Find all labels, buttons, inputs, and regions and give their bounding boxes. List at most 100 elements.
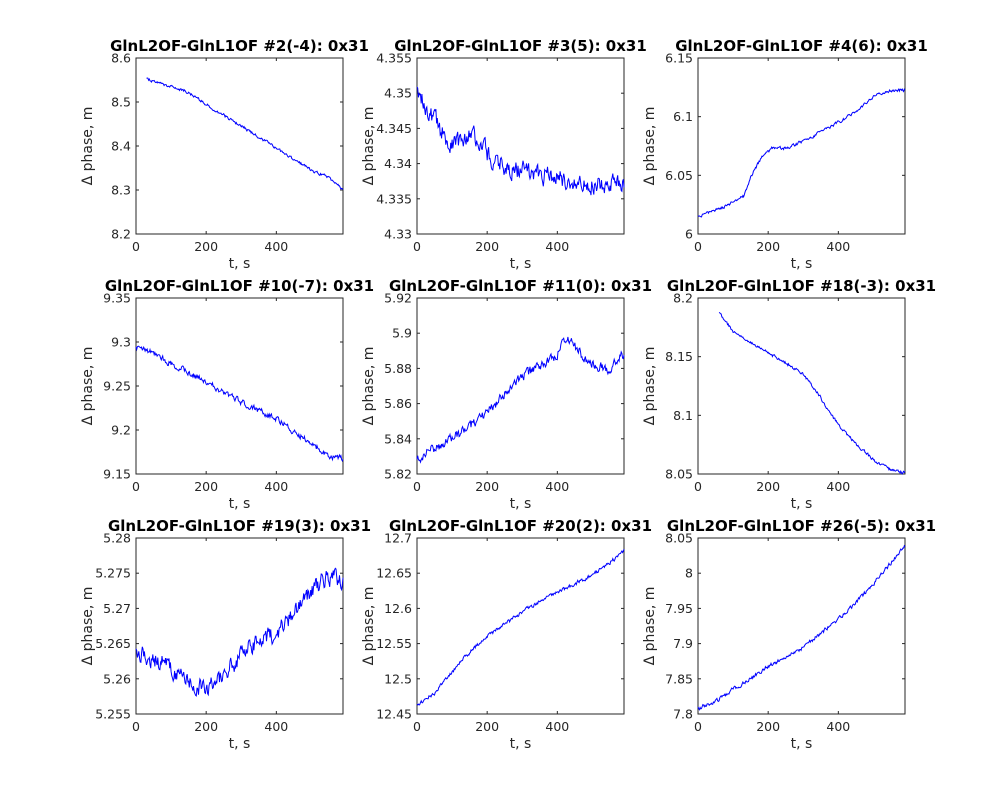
y-tick-label: 12.65	[376, 566, 412, 581]
axes-frame	[135, 537, 344, 715]
axes-frame	[697, 537, 906, 715]
x-axis-label: t, s	[510, 256, 532, 272]
data-series-line	[416, 336, 625, 464]
y-tick-label: 12.6	[384, 601, 412, 616]
axes-frame	[135, 57, 344, 235]
x-tick-label: 0	[694, 479, 702, 494]
x-tick-label: 400	[826, 479, 850, 494]
subplot-7: GlnL2OF-GlnL1OF #19(3): 0x31 0 200 400 5.255…	[80, 517, 371, 752]
y-tick-label: 12.5	[384, 671, 412, 686]
x-tick-label: 0	[132, 239, 140, 254]
y-tick-label: 5.255	[95, 707, 131, 722]
data-series-line	[697, 88, 906, 218]
data-series-line	[416, 549, 625, 706]
y-tick-label: 7.95	[665, 601, 693, 616]
y-axis-label: Δ phase, m	[361, 347, 377, 426]
y-tick-label: 5.82	[384, 467, 412, 482]
subplot-4: GlnL2OF-GlnL1OF #10(-7): 0x31 0 200 400 9.15…	[80, 277, 374, 512]
subplot-title: GlnL2OF-GlnL1OF #26(-5): 0x31	[667, 517, 936, 535]
x-tick-label: 400	[545, 479, 569, 494]
x-tick-label: 0	[413, 239, 421, 254]
y-tick-label: 4.345	[376, 121, 412, 136]
x-tick-label: 400	[264, 239, 288, 254]
axes-frame	[135, 297, 344, 475]
y-tick-label: 6.15	[665, 51, 693, 66]
y-tick-label: 4.33	[384, 227, 412, 242]
y-tick-label: 5.9	[392, 326, 412, 341]
y-tick-label: 5.265	[95, 636, 131, 651]
x-tick-label: 400	[545, 719, 569, 734]
subplot-title: GlnL2OF-GlnL1OF #18(-3): 0x31	[667, 277, 936, 295]
subplot-title: GlnL2OF-GlnL1OF #19(3): 0x31	[108, 517, 371, 535]
subplot-1: GlnL2OF-GlnL1OF #2(-4): 0x31 0 200 400 8.2 8.…	[80, 37, 369, 272]
y-tick-label: 5.86	[384, 396, 412, 411]
y-tick-label: 7.9	[673, 636, 693, 651]
y-tick-label: 8.3	[111, 183, 131, 198]
data-series-line	[135, 567, 344, 697]
x-axis-label: t, s	[229, 496, 251, 512]
x-axis-label: t, s	[510, 736, 532, 752]
subplot-title: GlnL2OF-GlnL1OF #20(2): 0x31	[389, 517, 652, 535]
x-axis-label: t, s	[791, 496, 813, 512]
x-tick-label: 0	[132, 479, 140, 494]
x-axis-label: t, s	[229, 256, 251, 272]
x-tick-label: 200	[475, 719, 499, 734]
y-tick-label: 4.355	[376, 51, 412, 66]
y-tick-label: 5.92	[384, 291, 412, 306]
x-tick-label: 0	[694, 719, 702, 734]
x-tick-label: 200	[475, 239, 499, 254]
y-tick-label: 4.34	[384, 156, 412, 171]
y-axis-label: Δ phase, m	[80, 347, 96, 426]
x-tick-label: 400	[545, 239, 569, 254]
y-tick-label: 8.1	[673, 408, 693, 423]
y-tick-label: 8.05	[665, 467, 693, 482]
x-tick-label: 0	[413, 479, 421, 494]
x-axis-label: t, s	[791, 256, 813, 272]
y-tick-label: 5.28	[103, 531, 131, 546]
axes-frame	[697, 297, 906, 475]
data-series-line	[135, 345, 344, 463]
x-tick-label: 200	[756, 719, 780, 734]
y-tick-label: 6	[685, 227, 693, 242]
x-tick-label: 200	[194, 719, 218, 734]
x-axis-label: t, s	[791, 736, 813, 752]
subplot-2: GlnL2OF-GlnL1OF #3(5): 0x31 0 200 400 4.33 4.…	[361, 37, 647, 272]
subplot-title: GlnL2OF-GlnL1OF #3(5): 0x31	[394, 37, 647, 55]
y-tick-label: 5.88	[384, 361, 412, 376]
y-tick-label: 7.85	[665, 671, 693, 686]
y-tick-label: 9.15	[103, 467, 131, 482]
x-tick-label: 0	[694, 239, 702, 254]
axes-frame	[416, 537, 625, 715]
y-tick-label: 8.2	[673, 291, 693, 306]
x-tick-label: 200	[756, 239, 780, 254]
x-tick-label: 400	[826, 239, 850, 254]
y-tick-label: 8.5	[111, 95, 131, 110]
y-tick-label: 8.05	[665, 531, 693, 546]
y-tick-label: 12.7	[384, 531, 412, 546]
subplot-9: GlnL2OF-GlnL1OF #26(-5): 0x31 0 200 400 7.8 7…	[642, 517, 936, 752]
y-tick-label: 9.3	[111, 335, 131, 350]
data-series-line	[697, 544, 906, 711]
subplot-3: GlnL2OF-GlnL1OF #4(6): 0x31 0 200 400 6 6.05 6…	[642, 37, 928, 272]
y-tick-label: 9.35	[103, 291, 131, 306]
x-tick-label: 200	[756, 479, 780, 494]
data-series-line	[718, 311, 906, 475]
subplot-8: GlnL2OF-GlnL1OF #20(2): 0x31 0 200 400 12.45…	[361, 517, 652, 752]
subplot-6: GlnL2OF-GlnL1OF #18(-3): 0x31 0 200 400 8.05…	[642, 277, 936, 512]
y-tick-label: 6.05	[665, 168, 693, 183]
subplot-title: GlnL2OF-GlnL1OF #11(0): 0x31	[389, 277, 652, 295]
data-series-line	[146, 77, 344, 190]
x-tick-label: 200	[194, 239, 218, 254]
y-tick-label: 6.1	[673, 109, 693, 124]
x-tick-label: 400	[826, 719, 850, 734]
axes-frame	[416, 297, 625, 475]
y-tick-label: 7.8	[673, 707, 693, 722]
axes-frame	[697, 57, 906, 235]
y-tick-label: 8.15	[665, 349, 693, 364]
y-axis-label: Δ phase, m	[361, 107, 377, 186]
y-tick-label: 5.84	[384, 431, 412, 446]
data-series-line	[416, 86, 625, 196]
subplot-title: GlnL2OF-GlnL1OF #2(-4): 0x31	[110, 37, 369, 55]
y-axis-label: Δ phase, m	[642, 587, 658, 666]
